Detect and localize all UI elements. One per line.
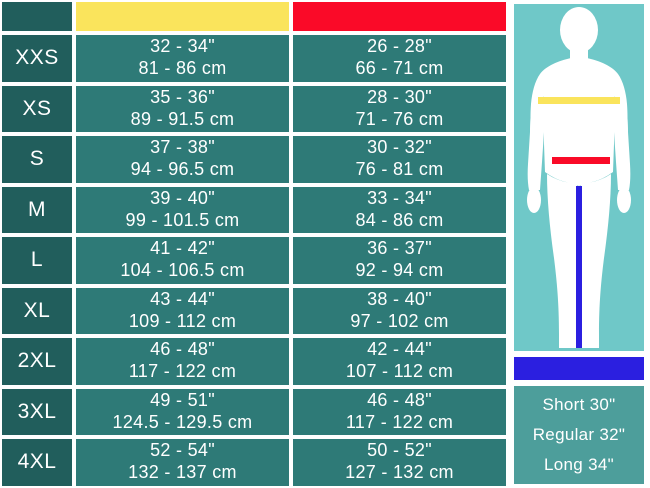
chest-measurement: 39 - 40" 99 - 101.5 cm (74, 184, 291, 235)
table-row: S 37 - 38" 94 - 96.5 cm 30 - 32" 76 - 81… (0, 134, 508, 185)
chest-measurement: 32 - 34" 81 - 86 cm (74, 33, 291, 84)
waist-inches: 33 - 34" (367, 187, 432, 208)
waist-cm: 76 - 81 cm (355, 159, 444, 180)
figure-right-arm (614, 104, 631, 190)
chest-measurement: 37 - 38" 94 - 96.5 cm (74, 134, 291, 185)
table-row: 4XL 52 - 54" 132 - 137 cm 50 - 52" 127 -… (0, 437, 508, 488)
waist-inches: 26 - 28" (367, 36, 432, 57)
waist-measurement: 38 - 40" 97 - 102 cm (291, 285, 508, 336)
waist-cm: 66 - 71 cm (355, 58, 444, 79)
chest-cm: 117 - 122 cm (128, 361, 237, 382)
chest-inches: 43 - 44" (150, 288, 215, 309)
figure-panel: Short 30" Regular 32" Long 34" (508, 0, 650, 488)
chest-measure-line (538, 97, 620, 104)
figure-left-leg (547, 174, 578, 334)
table-row: XS 35 - 36" 89 - 91.5 cm 28 - 30" 71 - 7… (0, 83, 508, 134)
chest-cm: 124.5 - 129.5 cm (112, 411, 253, 432)
waist-measurement: 46 - 48" 117 - 122 cm (291, 386, 508, 437)
waist-measurement: 33 - 34" 84 - 86 cm (291, 184, 508, 235)
waist-measurement: 30 - 32" 76 - 81 cm (291, 134, 508, 185)
table-row: XL 43 - 44" 109 - 112 cm 38 - 40" 97 - 1… (0, 285, 508, 336)
size-label: XL (0, 285, 74, 336)
table-row: L 41 - 42" 104 - 106.5 cm 36 - 37" 92 - … (0, 235, 508, 286)
size-label: 2XL (0, 336, 74, 387)
chest-inches: 41 - 42" (150, 238, 215, 259)
figure-left-hand (527, 187, 541, 213)
size-label: 4XL (0, 437, 74, 488)
waist-cm: 71 - 76 cm (355, 108, 444, 129)
figure-head (560, 7, 598, 53)
header-chest-swatch (74, 0, 291, 33)
chest-measurement: 46 - 48" 117 - 122 cm (74, 336, 291, 387)
chest-measurement: 52 - 54" 132 - 137 cm (74, 437, 291, 488)
header-waist-swatch (291, 0, 508, 33)
inseam-option-regular: Regular 32" (532, 425, 626, 444)
figure-left-arm (527, 104, 544, 190)
chest-inches: 32 - 34" (150, 36, 215, 57)
figure-left-foot (559, 334, 576, 348)
waist-cm: 92 - 94 cm (355, 260, 444, 281)
waist-measurement: 42 - 44" 107 - 112 cm (291, 336, 508, 387)
inseam-legend: Short 30" Regular 32" Long 34" (512, 384, 646, 486)
waist-inches: 28 - 30" (367, 86, 432, 107)
chest-cm: 104 - 106.5 cm (120, 260, 245, 281)
waist-cm: 107 - 112 cm (345, 361, 454, 382)
inseam-option-short: Short 30" (542, 395, 616, 414)
chest-inches: 49 - 51" (150, 389, 215, 410)
chest-cm: 81 - 86 cm (138, 58, 227, 79)
chest-cm: 99 - 101.5 cm (125, 209, 240, 230)
waist-inches: 46 - 48" (367, 389, 432, 410)
figure-right-foot (582, 334, 599, 348)
waist-measurement: 50 - 52" 127 - 132 cm (291, 437, 508, 488)
waist-inches: 30 - 32" (367, 137, 432, 158)
waist-measure-line (552, 157, 610, 164)
size-label: S (0, 134, 74, 185)
waist-inches: 36 - 37" (367, 238, 432, 259)
size-label: 3XL (0, 386, 74, 437)
chest-measurement: 49 - 51" 124.5 - 129.5 cm (74, 386, 291, 437)
table-row: XXS 32 - 34" 81 - 86 cm 26 - 28" 66 - 71… (0, 33, 508, 84)
size-label: XS (0, 83, 74, 134)
waist-cm: 97 - 102 cm (350, 310, 449, 331)
chest-inches: 37 - 38" (150, 137, 215, 158)
inseam-measure-line (576, 186, 582, 348)
inseam-option-long: Long 34" (544, 455, 614, 474)
chest-measurement: 35 - 36" 89 - 91.5 cm (74, 83, 291, 134)
waist-cm: 84 - 86 cm (355, 209, 444, 230)
table-header-row (0, 0, 508, 33)
chest-inches: 35 - 36" (150, 86, 215, 107)
waist-inches: 50 - 52" (367, 440, 432, 461)
chest-inches: 39 - 40" (150, 187, 215, 208)
waist-measurement: 36 - 37" 92 - 94 cm (291, 235, 508, 286)
table-row: 3XL 49 - 51" 124.5 - 129.5 cm 46 - 48" 1… (0, 386, 508, 437)
chest-measurement: 43 - 44" 109 - 112 cm (74, 285, 291, 336)
waist-cm: 117 - 122 cm (345, 411, 454, 432)
human-figure-svg (527, 7, 631, 348)
size-table: XXS 32 - 34" 81 - 86 cm 26 - 28" 66 - 71… (0, 0, 508, 488)
chest-inches: 46 - 48" (150, 339, 215, 360)
chest-cm: 109 - 112 cm (128, 310, 237, 331)
table-row: 2XL 46 - 48" 117 - 122 cm 42 - 44" 107 -… (0, 336, 508, 387)
body-diagram (512, 2, 646, 353)
figure-right-leg (580, 174, 611, 334)
table-row: M 39 - 40" 99 - 101.5 cm 33 - 34" 84 - 8… (0, 184, 508, 235)
size-label: L (0, 235, 74, 286)
size-label: M (0, 184, 74, 235)
waist-inches: 42 - 44" (367, 339, 432, 360)
header-size-swatch (0, 0, 74, 33)
waist-cm: 127 - 132 cm (345, 462, 454, 483)
chest-cm: 94 - 96.5 cm (130, 159, 235, 180)
chest-measurement: 41 - 42" 104 - 106.5 cm (74, 235, 291, 286)
figure-right-hand (617, 187, 631, 213)
figure-hips (544, 144, 614, 186)
size-label: XXS (0, 33, 74, 84)
waist-inches: 38 - 40" (367, 288, 432, 309)
chest-cm: 132 - 137 cm (128, 462, 237, 483)
waist-measurement: 28 - 30" 71 - 76 cm (291, 83, 508, 134)
inseam-color-bar (512, 355, 646, 382)
waist-measurement: 26 - 28" 66 - 71 cm (291, 33, 508, 84)
chest-inches: 52 - 54" (150, 440, 215, 461)
chest-cm: 89 - 91.5 cm (130, 108, 235, 129)
